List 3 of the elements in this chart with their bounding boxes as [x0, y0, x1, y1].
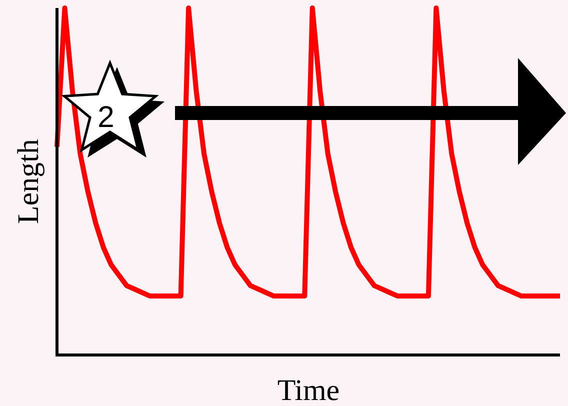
annotation: 2	[98, 101, 114, 134]
y-axis-title: Length	[12, 139, 45, 224]
x-axis-title: Time	[277, 374, 340, 406]
